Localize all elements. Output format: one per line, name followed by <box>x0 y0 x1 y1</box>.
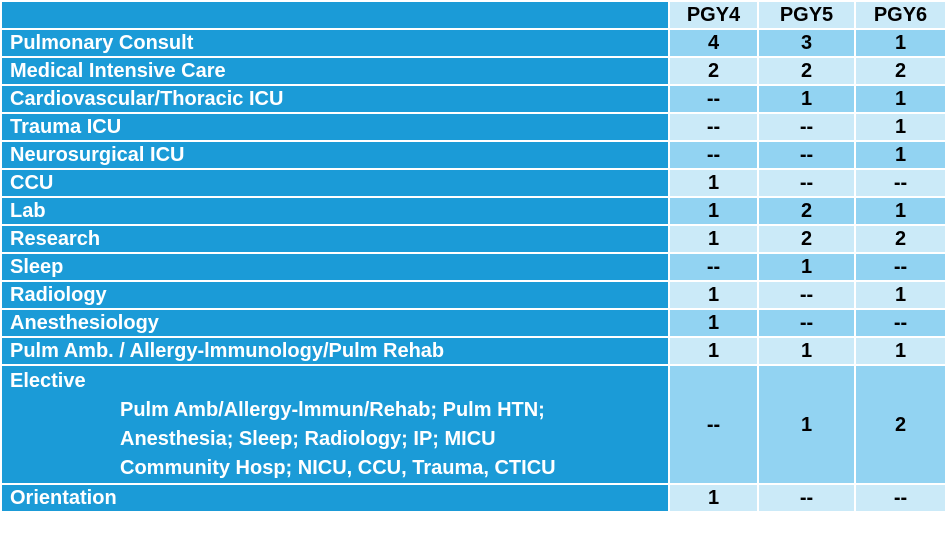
row-label-cell: Lab <box>0 196 670 226</box>
table-row: Orientation 1 -- -- <box>0 483 945 513</box>
value-cell: 1 <box>668 336 759 366</box>
value-cell: 1 <box>854 84 945 114</box>
value-cell: -- <box>757 140 856 170</box>
column-header: PGY4 <box>668 0 759 30</box>
table-row: Cardiovascular/Thoracic ICU -- 1 1 <box>0 84 945 114</box>
value-cell: -- <box>854 252 945 282</box>
row-label-cell: Cardiovascular/Thoracic ICU <box>0 84 670 114</box>
value-cell: 1 <box>668 280 759 310</box>
row-label-cell: Research <box>0 224 670 254</box>
value-cell: 1 <box>854 336 945 366</box>
corner-cell <box>0 0 670 30</box>
row-label-cell: Orientation <box>0 483 670 513</box>
value-cell: 2 <box>757 224 856 254</box>
table-row: Neurosurgical ICU -- -- 1 <box>0 140 945 170</box>
table-row: Medical Intensive Care 2 2 2 <box>0 56 945 86</box>
row-detail: Anesthesia; Sleep; Radiology; IP; MICU <box>120 428 496 450</box>
value-cell: 2 <box>757 196 856 226</box>
row-detail: Pulm Amb/Allergy-lmmun/Rehab; Pulm HTN; <box>120 399 545 421</box>
row-label-cell: Trauma ICU <box>0 112 670 142</box>
table-row: CCU 1 -- -- <box>0 168 945 198</box>
table-body: PGY4 PGY5 PGY6 Pulmonary Consult 4 3 1 Medical … <box>0 0 945 513</box>
row-label-cell: Anesthesiology <box>0 308 670 338</box>
value-cell: 1 <box>668 224 759 254</box>
rotation-table: PGY4 PGY5 PGY6 Pulmonary Consult 4 3 1 Medical … <box>0 0 945 513</box>
value-cell: 1 <box>668 483 759 513</box>
row-label: Elective <box>10 370 86 392</box>
value-cell: 2 <box>757 56 856 86</box>
row-label-cell: CCU <box>0 168 670 198</box>
value-cell: 2 <box>854 364 945 485</box>
value-cell: -- <box>668 84 759 114</box>
value-cell: 1 <box>854 280 945 310</box>
value-cell: 3 <box>757 28 856 58</box>
row-label-cell: Neurosurgical ICU <box>0 140 670 170</box>
value-cell: -- <box>757 483 856 513</box>
value-cell: -- <box>757 168 856 198</box>
value-cell: -- <box>757 308 856 338</box>
value-cell: 1 <box>854 140 945 170</box>
value-cell: 1 <box>854 196 945 226</box>
header-row: PGY4 PGY5 PGY6 <box>0 0 945 30</box>
table-row: Elective Pulm Amb/Allergy-lmmun/Rehab; Pu… <box>0 364 945 485</box>
value-cell: 1 <box>757 252 856 282</box>
value-cell: 2 <box>854 56 945 86</box>
table-row: Sleep -- 1 -- <box>0 252 945 282</box>
row-label-cell: Sleep <box>0 252 670 282</box>
value-cell: -- <box>668 112 759 142</box>
table-row: Pulmonary Consult 4 3 1 <box>0 28 945 58</box>
value-cell: -- <box>854 308 945 338</box>
column-header: PGY6 <box>854 0 945 30</box>
value-cell: -- <box>854 168 945 198</box>
table-row: Research 1 2 2 <box>0 224 945 254</box>
table-row: Lab 1 2 1 <box>0 196 945 226</box>
value-cell: 1 <box>757 364 856 485</box>
value-cell: -- <box>668 140 759 170</box>
table-row: Pulm Amb. / Allergy-lmmunology/Pulm Reha… <box>0 336 945 366</box>
row-label-cell: Medical Intensive Care <box>0 56 670 86</box>
value-cell: 1 <box>668 168 759 198</box>
value-cell: 1 <box>757 84 856 114</box>
table-row: Trauma ICU -- -- 1 <box>0 112 945 142</box>
row-detail: Community Hosp; NICU, CCU, Trauma, CTICU <box>120 457 556 479</box>
value-cell: -- <box>668 252 759 282</box>
value-cell: 1 <box>854 112 945 142</box>
value-cell: -- <box>668 364 759 485</box>
table-row: Radiology 1 -- 1 <box>0 280 945 310</box>
row-label-cell: Pulm Amb. / Allergy-lmmunology/Pulm Reha… <box>0 336 670 366</box>
row-label-cell: Elective Pulm Amb/Allergy-lmmun/Rehab; Pu… <box>0 364 670 485</box>
value-cell: 1 <box>854 28 945 58</box>
value-cell: 4 <box>668 28 759 58</box>
column-header: PGY5 <box>757 0 856 30</box>
row-label-cell: Pulmonary Consult <box>0 28 670 58</box>
table-row: Anesthesiology 1 -- -- <box>0 308 945 338</box>
value-cell: -- <box>854 483 945 513</box>
value-cell: -- <box>757 280 856 310</box>
value-cell: 2 <box>854 224 945 254</box>
value-cell: 1 <box>668 308 759 338</box>
value-cell: 1 <box>668 196 759 226</box>
value-cell: -- <box>757 112 856 142</box>
value-cell: 1 <box>757 336 856 366</box>
row-label-cell: Radiology <box>0 280 670 310</box>
value-cell: 2 <box>668 56 759 86</box>
